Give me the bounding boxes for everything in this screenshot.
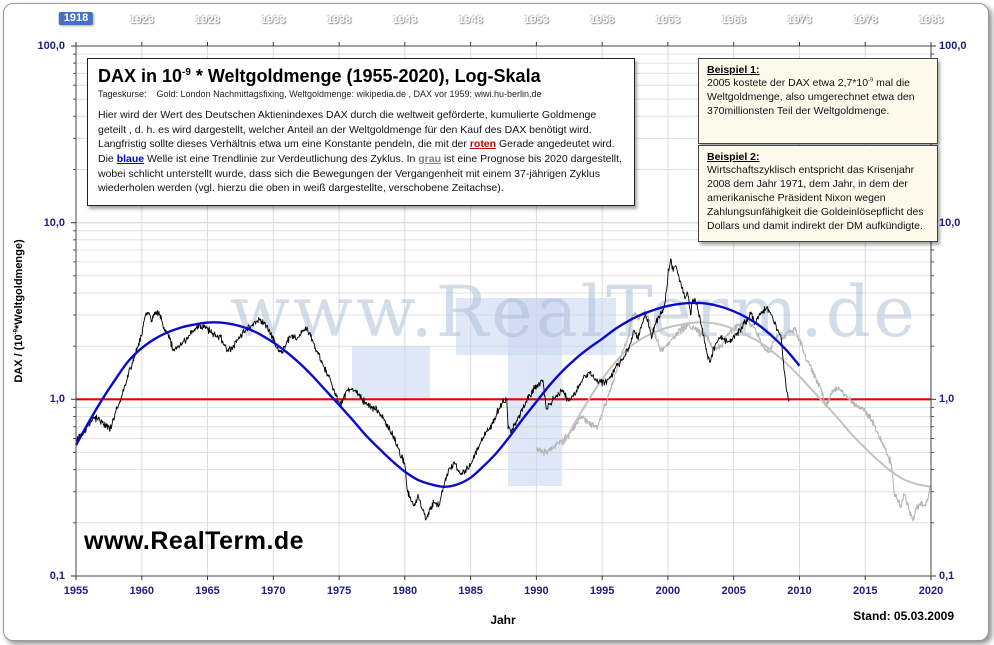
x-axis-label-1980: 1980 (392, 585, 418, 597)
y-axis-label-left-0.1: 0,1 (49, 570, 65, 582)
y-axis-left-labels: 100,0 10,0 1,0 0,1 (4, 4, 70, 640)
top-axis-label-1978: 1978 (852, 14, 878, 26)
x-axis-label-2005: 2005 (721, 585, 746, 597)
chart-description: Hier wird der Wert des Deutschen Aktieni… (98, 108, 624, 196)
top-axis-label-1933: 1933 (261, 14, 286, 26)
y-axis-label-right-10: 10,0 (939, 216, 961, 229)
text-segment: 2005 kostete der DAX etwa 2,7*10 (707, 77, 869, 89)
top-axis-label-1923: 1923 (129, 14, 155, 26)
top-axis-label-1983: 1983 (918, 14, 944, 26)
example-box-1: Beispiel 1: 2005 kostete der DAX etwa 2,… (698, 58, 938, 144)
text-segment: blaue (116, 153, 145, 166)
watermark-block (352, 346, 430, 398)
example-box-2: Beispiel 2: Wirtschaftszyklisch entspric… (698, 145, 938, 242)
x-axis-labels: 1955 1960 1965 1970 1975 1980 1985 1990 1995 2000… (4, 585, 988, 601)
x-axis-label-1965: 1965 (195, 585, 220, 597)
stand-date: Stand: 05.03.2009 (853, 609, 954, 623)
top-axis-label-1963: 1963 (655, 14, 681, 26)
x-axis-label-1995: 1995 (589, 585, 615, 597)
x-axis-label-1970: 1970 (261, 585, 286, 597)
top-axis-label-1948: 1948 (458, 14, 483, 26)
watermark-block (508, 298, 562, 486)
text-segment: Welle ist eine Trendlinie zur Verdeutlic… (144, 153, 419, 166)
example-1-heading: Beispiel 1: (707, 64, 760, 76)
series-trendlinie-blaue-welle (74, 301, 801, 488)
chart-frame: www.RealTerm.de 1918 1923 1928 1933 1938 1943… (3, 3, 989, 641)
text-segment: ist eine Prognose bis 2020 dargestellt, … (98, 153, 622, 195)
top-axis-label-1938: 1938 (326, 14, 352, 26)
text-segment: Gerade angedeutet wird. Die (98, 138, 615, 166)
text-segment: * Weltgoldmenge (1955-2020), Log-Skala (190, 66, 541, 86)
x-axis-label-1990: 1990 (524, 585, 549, 597)
x-axis-label-2010: 2010 (787, 585, 812, 597)
example-2-text: Wirtschaftszyklisch entspricht das Krise… (707, 164, 924, 232)
x-axis-label-2015: 2015 (852, 585, 878, 597)
example-2-heading: Beispiel 2: (707, 151, 760, 163)
text-segment: -9 (182, 67, 191, 78)
x-axis-label-2000: 2000 (655, 585, 681, 597)
y-axis-label-right-100: 100,0 (939, 40, 967, 52)
top-axis-label-1958: 1958 (589, 14, 615, 26)
text-segment: DAX / (10 (13, 334, 25, 383)
y-axis-label-left-10: 10,0 (43, 216, 65, 229)
text-segment: -9 (868, 77, 874, 84)
text-segment: Hier wird der Wert des Deutschen Aktieni… (98, 109, 597, 151)
top-axis-label-1968: 1968 (721, 14, 746, 26)
top-axis-label-1928: 1928 (195, 14, 220, 26)
y-axis-label-right-1: 1,0 (939, 393, 955, 406)
series-prognose-trendlinie-grau (561, 321, 932, 488)
plot-border (75, 45, 932, 577)
example-1-text: 2005 kostete der DAX etwa 2,7*10-9 mal d… (707, 77, 929, 119)
y-axis-label-left-1: 1,0 (49, 393, 65, 406)
watermark-text-bottom: www.RealTerm.de (84, 527, 305, 555)
chart-sources: Tageskurse: Gold: London Nachmittagsfixi… (98, 89, 542, 99)
text-segment: DAX in 10 (98, 66, 183, 86)
top-axis-label-1973: 1973 (787, 14, 812, 26)
chart-title: DAX in 10-9 * Weltgoldmenge (1955-2020),… (98, 66, 624, 87)
text-segment: roten (469, 138, 497, 151)
series-dax-weltgoldmenge-tageskurse (75, 258, 790, 521)
watermark-text-large: www.RealTerm.de (230, 271, 918, 353)
x-axis-label-1985: 1985 (458, 585, 483, 597)
title-box: DAX in 10-9 * Weltgoldmenge (1955-2020),… (87, 58, 635, 207)
text-segment: *Weltgoldmenge) (13, 239, 25, 329)
x-axis-title: Jahr (490, 613, 516, 627)
y-axis-label-left-100: 100,0 (37, 40, 65, 52)
top-axis-label-1943: 1943 (392, 14, 418, 26)
x-axis-label-1975: 1975 (326, 585, 352, 597)
top-axis-label-1918: 1918 (58, 12, 94, 25)
y-axis-title: DAX / (10-9*Weltgoldmenge) (13, 239, 25, 382)
x-axis-label-2020: 2020 (918, 585, 944, 597)
y-axis-right-labels: 100,0 10,0 1,0 0,1 (937, 4, 987, 640)
top-axis-labels: 1918 1923 1928 1933 1938 1943 1948 1953 1958 1963… (4, 12, 988, 33)
y-axis-label-right-0.1: 0,1 (939, 570, 955, 582)
top-axis-label-1953: 1953 (524, 14, 549, 26)
x-axis-label-1955: 1955 (63, 585, 89, 597)
text-segment: grau (418, 153, 442, 166)
x-axis-label-1960: 1960 (129, 585, 155, 597)
text-segment: mal die Weltgoldmenge, also umgerechnet … (707, 77, 915, 117)
text-segment: -9 (13, 328, 20, 335)
